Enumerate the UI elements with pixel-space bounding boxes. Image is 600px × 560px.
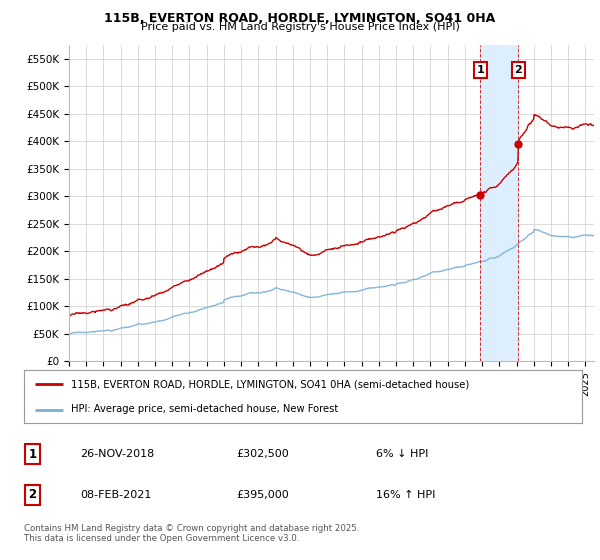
- Text: 115B, EVERTON ROAD, HORDLE, LYMINGTON, SO41 0HA (semi-detached house): 115B, EVERTON ROAD, HORDLE, LYMINGTON, S…: [71, 380, 470, 390]
- Text: £302,500: £302,500: [236, 449, 289, 459]
- Text: HPI: Average price, semi-detached house, New Forest: HPI: Average price, semi-detached house,…: [71, 404, 338, 414]
- Bar: [481, 45, 518, 361]
- Text: 2: 2: [514, 65, 522, 75]
- Text: 1: 1: [28, 448, 37, 461]
- Text: 115B, EVERTON ROAD, HORDLE, LYMINGTON, SO41 0HA: 115B, EVERTON ROAD, HORDLE, LYMINGTON, S…: [104, 12, 496, 25]
- Text: 6% ↓ HPI: 6% ↓ HPI: [376, 449, 428, 459]
- Text: 26-NOV-2018: 26-NOV-2018: [80, 449, 154, 459]
- Text: 08-FEB-2021: 08-FEB-2021: [80, 490, 151, 500]
- Text: 1: 1: [476, 65, 484, 75]
- Text: Price paid vs. HM Land Registry's House Price Index (HPI): Price paid vs. HM Land Registry's House …: [140, 22, 460, 32]
- Text: 16% ↑ HPI: 16% ↑ HPI: [376, 490, 435, 500]
- Text: £395,000: £395,000: [236, 490, 289, 500]
- Text: Contains HM Land Registry data © Crown copyright and database right 2025.
This d: Contains HM Land Registry data © Crown c…: [24, 524, 359, 543]
- Text: 2: 2: [28, 488, 37, 501]
